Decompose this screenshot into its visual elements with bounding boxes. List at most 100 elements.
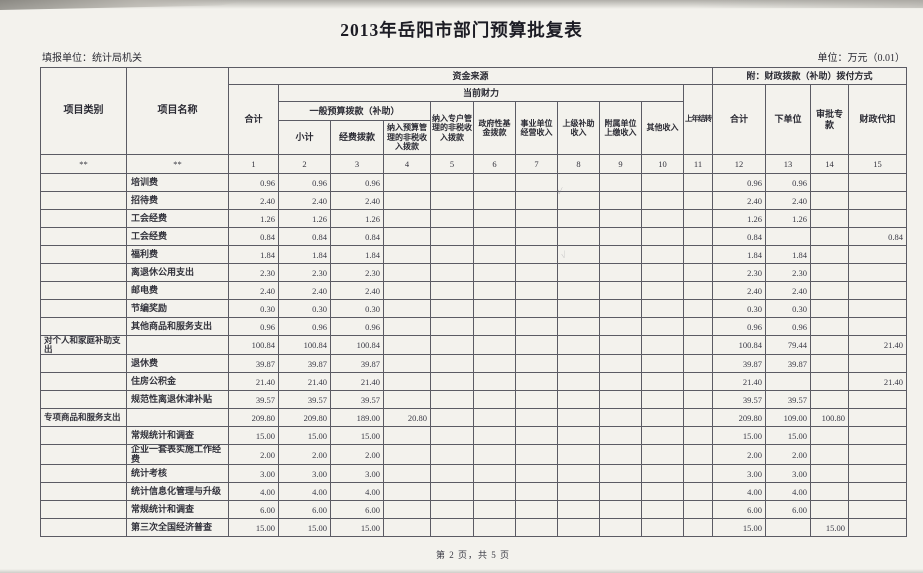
value-cell <box>641 317 684 336</box>
value-cell <box>383 209 431 228</box>
meta-row: 填报单位：统计局机关 单位：万元（0.01） <box>42 49 906 64</box>
value-cell <box>383 464 431 483</box>
value-cell <box>641 482 684 501</box>
value-cell <box>599 335 642 355</box>
value-cell: 1.26 <box>712 209 766 228</box>
value-cell <box>473 518 516 537</box>
value-cell: 39.87 <box>228 354 279 373</box>
name-cell: 培训费 <box>126 173 229 192</box>
value-cell: 0.84 <box>848 227 907 246</box>
value-cell: 0.96 <box>278 173 331 192</box>
value-cell <box>383 281 431 300</box>
value-cell: 0.30 <box>765 299 811 318</box>
value-cell <box>599 500 642 519</box>
value-cell <box>683 317 713 336</box>
name-cell: 第三次全国经济普查 <box>126 518 229 537</box>
value-cell: 15.00 <box>330 518 384 537</box>
value-cell <box>383 245 431 264</box>
column-index-cell: 12 <box>712 154 766 174</box>
value-cell <box>599 263 642 282</box>
value-cell <box>383 317 431 336</box>
table-row: 企业一套表实施工作经费 2.00 2.00 2.00 2.00 2.00 <box>40 444 907 465</box>
value-cell: 15.00 <box>228 426 279 445</box>
header-nontax-special-account: 纳入专户管理的非税收入拨款 <box>430 101 474 155</box>
value-cell: 15.00 <box>810 518 849 537</box>
value-cell <box>599 408 642 427</box>
value-cell: 4.00 <box>712 482 766 501</box>
value-cell <box>473 173 516 192</box>
value-cell: 20.80 <box>383 408 431 427</box>
name-cell: 邮电费 <box>126 281 229 300</box>
value-cell <box>430 317 474 336</box>
value-cell <box>810 354 849 373</box>
value-cell <box>383 299 431 318</box>
value-cell <box>599 372 642 391</box>
value-cell <box>848 408 907 427</box>
value-cell <box>515 444 558 465</box>
value-cell <box>599 245 642 264</box>
budget-table: 项目类别 项目名称 资金来源 附：财政拨款（补助）拨付方式 合计 当前财力 上年… <box>40 67 907 537</box>
value-cell <box>848 426 907 445</box>
value-cell: 2.00 <box>712 444 766 465</box>
value-cell <box>599 444 642 465</box>
value-cell <box>383 191 431 210</box>
value-cell: 21.40 <box>848 372 907 391</box>
value-cell <box>430 263 474 282</box>
value-cell <box>430 281 474 300</box>
value-cell <box>683 500 713 519</box>
value-cell <box>810 191 849 210</box>
header-subordinate-remittance: 附属单位上缴收入 <box>599 101 642 155</box>
value-cell: 39.57 <box>712 390 766 409</box>
value-cell: 100.84 <box>278 335 331 355</box>
column-index-cell: 9 <box>599 154 642 174</box>
value-cell <box>641 281 684 300</box>
value-cell <box>473 209 516 228</box>
value-cell <box>810 335 849 355</box>
category-cell <box>40 354 127 373</box>
value-cell <box>641 518 684 537</box>
name-cell: 福利费 <box>126 245 229 264</box>
value-cell: 0.96 <box>330 173 384 192</box>
value-cell: 39.57 <box>228 390 279 409</box>
value-cell <box>430 191 474 210</box>
value-cell <box>557 317 600 336</box>
value-cell <box>810 372 849 391</box>
value-cell <box>810 464 849 483</box>
value-cell <box>383 372 431 391</box>
value-cell <box>473 227 516 246</box>
value-cell <box>683 299 713 318</box>
table-row: 对个人和家庭补助支出 100.84 100.84 100.84 100.84 7… <box>40 335 907 355</box>
value-cell: 0.84 <box>712 227 766 246</box>
value-cell <box>515 245 558 264</box>
name-cell: 退休费 <box>126 354 229 373</box>
name-cell <box>126 408 229 427</box>
value-cell <box>473 281 516 300</box>
table-row: 节编奖励 0.30 0.30 0.30 0.30 0.30 <box>40 299 907 318</box>
value-cell: 79.44 <box>765 335 811 355</box>
value-cell <box>848 518 907 537</box>
table-row: 第三次全国经济普查 15.00 15.00 15.00 15.00 15.00 <box>40 518 907 537</box>
header-general-budget-group: 一般预算拨款（补助） <box>278 101 431 121</box>
page-number: 第 2 页，共 5 页 <box>435 550 510 560</box>
category-cell: 对个人和家庭补助支出 <box>40 335 127 355</box>
value-cell: 0.96 <box>765 317 811 336</box>
column-index-cell: ** <box>40 154 127 174</box>
value-cell <box>383 263 431 282</box>
value-cell <box>515 317 558 336</box>
value-cell: 21.40 <box>228 372 279 391</box>
value-cell <box>683 372 713 391</box>
value-cell <box>383 426 431 445</box>
value-cell: 6.00 <box>765 500 811 519</box>
category-cell <box>40 426 127 445</box>
value-cell <box>641 500 684 519</box>
value-cell: 39.87 <box>330 354 384 373</box>
value-cell: 4.00 <box>228 482 279 501</box>
value-cell <box>641 173 684 192</box>
header-alloc-total: 合计 <box>712 84 766 155</box>
value-cell <box>683 390 713 409</box>
value-cell: 2.40 <box>765 191 811 210</box>
header-nontax-in-budget: 纳入预算管理的非税收入拨款 <box>383 120 431 155</box>
category-cell <box>40 299 127 318</box>
table-row: 邮电费 2.40 2.40 2.40 2.40 2.40 <box>40 281 907 300</box>
scan-artifact-corner-right <box>693 0 923 8</box>
